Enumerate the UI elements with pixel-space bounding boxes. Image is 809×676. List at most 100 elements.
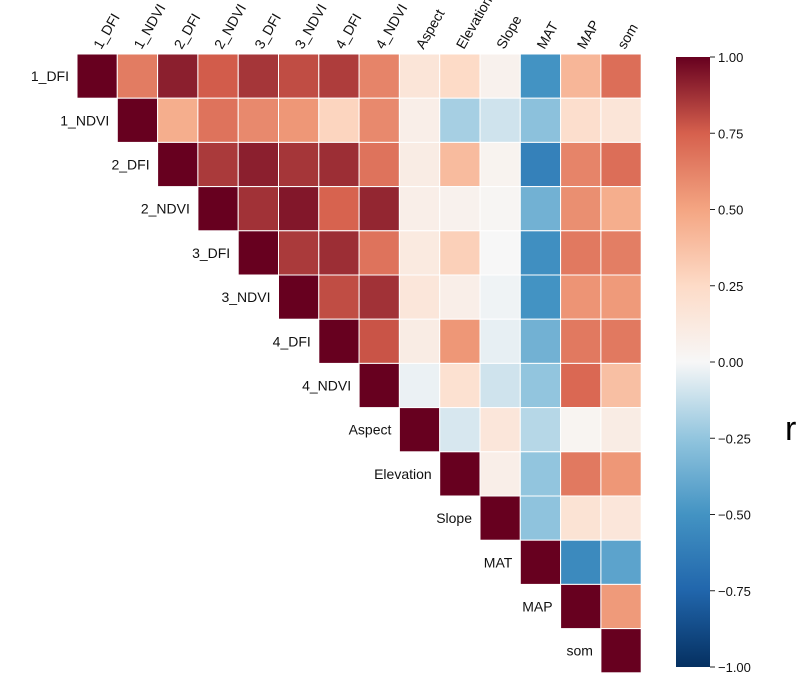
heatmap-cell-3_NDVI-3_NDVI bbox=[278, 274, 320, 320]
column-label-som: som bbox=[614, 21, 641, 52]
heatmap-cell-MAP-MAP bbox=[560, 583, 602, 630]
colorbar-tick-label: 0.00 bbox=[718, 355, 743, 370]
heatmap-cell-2_DFI-2_NDVI bbox=[197, 141, 239, 188]
heatmap-cell-1_DFI-MAT bbox=[519, 53, 562, 99]
heatmap-cell-Aspect-Elevation bbox=[439, 407, 481, 453]
heatmap-cell-2_NDVI-4_DFI bbox=[318, 186, 360, 232]
column-label-Slope: Slope bbox=[493, 12, 525, 51]
heatmap-cell-4_NDVI-4_NDVI bbox=[358, 362, 400, 409]
row-label-4_NDVI: 4_NDVI bbox=[302, 378, 351, 394]
column-label-Aspect: Aspect bbox=[412, 6, 447, 51]
heatmap-cell-2_NDVI-2_NDVI bbox=[197, 186, 239, 232]
column-label-2_DFI: 2_DFI bbox=[170, 10, 203, 51]
heatmap-cell-3_NDVI-MAT bbox=[519, 274, 562, 320]
heatmap-cell-2_DFI-4_NDVI bbox=[358, 141, 400, 188]
heatmap-cell-1_NDVI-Elevation bbox=[439, 97, 481, 143]
heatmap-cell-2_DFI-MAT bbox=[519, 141, 562, 188]
heatmap-cell-3_NDVI-MAP bbox=[560, 274, 602, 320]
heatmap-cell-2_DFI-2_DFI bbox=[157, 141, 199, 188]
column-label-MAT: MAT bbox=[533, 18, 561, 51]
heatmap-cell-Aspect-som bbox=[600, 407, 642, 453]
heatmap-cell-2_DFI-Slope bbox=[479, 141, 521, 188]
row-label-2_DFI: 2_DFI bbox=[111, 157, 149, 173]
heatmap-cell-2_NDVI-3_NDVI bbox=[278, 186, 320, 232]
heatmap-cell-2_DFI-3_NDVI bbox=[278, 141, 320, 188]
column-label-4_DFI: 4_DFI bbox=[332, 10, 365, 51]
heatmap-cell-2_NDVI-Elevation bbox=[439, 186, 481, 232]
heatmap-cell-3_DFI-Slope bbox=[479, 230, 521, 276]
heatmap-cell-3_NDVI-4_DFI bbox=[318, 274, 360, 320]
colorbar-title: r bbox=[785, 410, 797, 448]
row-label-som: som bbox=[566, 643, 592, 659]
heatmap-cell-1_DFI-4_DFI bbox=[318, 53, 360, 99]
heatmap-cell-3_DFI-MAP bbox=[560, 230, 602, 276]
column-label-1_NDVI: 1_NDVI bbox=[130, 1, 168, 51]
heatmap-cell-4_NDVI-MAP bbox=[560, 362, 602, 409]
heatmap-cell-Aspect-MAT bbox=[519, 407, 562, 453]
heatmap-cell-3_NDVI-Aspect bbox=[398, 274, 441, 320]
heatmap-cell-3_DFI-MAT bbox=[519, 230, 562, 276]
heatmap-cell-Elevation-MAP bbox=[560, 451, 602, 497]
heatmap-cell-1_DFI-som bbox=[600, 53, 642, 99]
heatmap-cell-3_NDVI-som bbox=[600, 274, 642, 320]
heatmap-cell-2_NDVI-MAP bbox=[560, 186, 602, 232]
heatmap-cell-MAP-som bbox=[600, 583, 642, 630]
heatmap-cell-Elevation-Elevation bbox=[439, 451, 481, 497]
heatmap-cell-4_NDVI-som bbox=[600, 362, 642, 409]
heatmap-cell-1_NDVI-1_NDVI bbox=[116, 97, 159, 143]
heatmap-cell-Slope-som bbox=[600, 495, 642, 541]
heatmap-cell-2_DFI-Aspect bbox=[398, 141, 441, 188]
column-label-3_NDVI: 3_NDVI bbox=[291, 1, 329, 51]
row-label-3_DFI: 3_DFI bbox=[192, 245, 230, 261]
heatmap-cell-2_DFI-Elevation bbox=[439, 141, 481, 188]
heatmap-cell-3_DFI-Elevation bbox=[439, 230, 481, 276]
heatmap-cell-Aspect-Aspect bbox=[398, 407, 441, 453]
heatmap-cell-2_NDVI-4_NDVI bbox=[358, 186, 400, 232]
heatmap-cell-1_NDVI-4_NDVI bbox=[358, 97, 400, 143]
heatmap-cell-4_DFI-4_NDVI bbox=[358, 318, 400, 364]
heatmap-cell-MAT-MAP bbox=[560, 539, 602, 585]
row-label-MAP: MAP bbox=[522, 599, 552, 615]
heatmap-cell-2_DFI-som bbox=[600, 141, 642, 188]
heatmap-cell-3_DFI-Aspect bbox=[398, 230, 441, 276]
row-label-Elevation: Elevation bbox=[374, 466, 432, 482]
colorbar-tick-label: 0.25 bbox=[718, 279, 743, 294]
row-label-Aspect: Aspect bbox=[349, 422, 392, 438]
heatmap-cell-3_DFI-4_NDVI bbox=[358, 230, 400, 276]
colorbar-tick-label: −0.50 bbox=[718, 508, 751, 523]
heatmap-cell-MAT-som bbox=[600, 539, 642, 585]
heatmap-cell-1_DFI-Slope bbox=[479, 53, 521, 99]
heatmap-cell-1_NDVI-Slope bbox=[479, 97, 521, 143]
heatmap-cell-2_NDVI-MAT bbox=[519, 186, 562, 232]
heatmap-cell-2_NDVI-Aspect bbox=[398, 186, 441, 232]
heatmap-cell-Elevation-som bbox=[600, 451, 642, 497]
column-label-4_NDVI: 4_NDVI bbox=[372, 1, 410, 51]
column-label-2_NDVI: 2_NDVI bbox=[211, 1, 249, 51]
heatmap-cell-1_NDVI-Aspect bbox=[398, 97, 441, 143]
row-label-4_DFI: 4_DFI bbox=[273, 333, 311, 349]
heatmap-cell-2_NDVI-Slope bbox=[479, 186, 521, 232]
heatmap-cell-4_NDVI-Slope bbox=[479, 362, 521, 409]
heatmap-cell-1_DFI-1_NDVI bbox=[116, 53, 159, 99]
heatmap-cell-3_DFI-3_DFI bbox=[237, 230, 279, 276]
heatmap-cell-1_NDVI-MAP bbox=[560, 97, 602, 143]
heatmap-cell-1_NDVI-2_DFI bbox=[157, 97, 199, 143]
heatmap-cell-3_DFI-4_DFI bbox=[318, 230, 360, 276]
row-label-2_NDVI: 2_NDVI bbox=[141, 201, 190, 217]
colorbar-tick-label: −1.00 bbox=[718, 660, 751, 675]
heatmap-cell-Elevation-MAT bbox=[519, 451, 562, 497]
colorbar-tick-label: 1.00 bbox=[718, 50, 743, 65]
heatmap-cell-4_DFI-som bbox=[600, 318, 642, 364]
row-label-1_NDVI: 1_NDVI bbox=[60, 112, 109, 128]
column-label-1_DFI: 1_DFI bbox=[90, 10, 123, 51]
heatmap-cell-2_DFI-4_DFI bbox=[318, 141, 360, 188]
heatmap-cell-1_DFI-2_NDVI bbox=[197, 53, 239, 99]
heatmap-cell-2_NDVI-3_DFI bbox=[237, 186, 279, 232]
heatmap-cell-1_DFI-3_NDVI bbox=[278, 53, 320, 99]
heatmap-cell-1_DFI-3_DFI bbox=[237, 53, 279, 99]
heatmap-cell-3_DFI-3_NDVI bbox=[278, 230, 320, 276]
heatmap-cell-Slope-MAP bbox=[560, 495, 602, 541]
heatmap-cell-1_DFI-Aspect bbox=[398, 53, 441, 99]
heatmap-cell-2_DFI-MAP bbox=[560, 141, 602, 188]
